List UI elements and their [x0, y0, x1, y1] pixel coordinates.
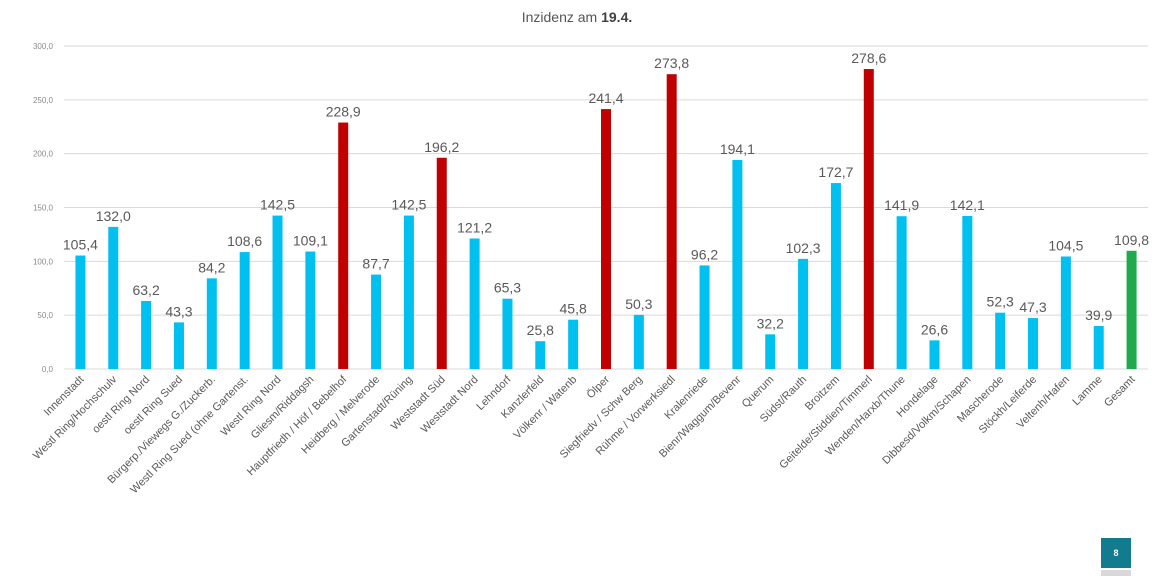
- bar: [798, 258, 809, 369]
- bar: [141, 300, 152, 369]
- x-tick-label: Völkenr / Watenb: [511, 374, 579, 442]
- bar: [929, 340, 940, 369]
- bars: [75, 69, 1137, 370]
- bar: [502, 298, 513, 369]
- bar: [403, 215, 414, 369]
- bar: [699, 265, 710, 369]
- bar: [568, 319, 579, 369]
- data-label: 47,3: [1019, 299, 1046, 315]
- bar: [732, 160, 743, 369]
- bar: [830, 183, 841, 369]
- bar: [206, 278, 217, 369]
- data-label: 109,8: [1114, 232, 1149, 248]
- bar: [371, 274, 382, 369]
- data-label: 172,7: [818, 164, 853, 180]
- x-tick-label: Weststadt Nord: [419, 374, 481, 436]
- bar: [1028, 318, 1039, 369]
- chart-title: Inzidenz am 19.4.: [0, 9, 1154, 25]
- bar: [1093, 326, 1104, 369]
- bar: [75, 255, 86, 369]
- y-tick-label: 50,0: [37, 311, 53, 320]
- data-label: 194,1: [720, 141, 755, 157]
- data-label: 104,5: [1048, 237, 1083, 253]
- x-tick-label: Ölper: [585, 373, 613, 401]
- y-tick-label: 250,0: [33, 96, 54, 105]
- data-label: 84,2: [198, 259, 225, 275]
- x-tick-label: oestl Ring Sued: [122, 374, 185, 437]
- data-label: 196,2: [424, 139, 459, 155]
- page-badge-shadow: [1101, 570, 1131, 576]
- bar: [962, 216, 973, 369]
- data-label: 25,8: [527, 322, 554, 338]
- data-label: 32,2: [757, 315, 784, 331]
- bar: [765, 334, 776, 369]
- y-axis-ticks: 0,0 50,0 100,0 150,0 200,0 250,0 300,0: [33, 42, 54, 374]
- x-tick-label: oestl Ring Nord: [90, 374, 152, 436]
- x-tick-label: Westl Ring Sued (ohne Gartenst.: [128, 374, 250, 496]
- data-label: 102,3: [786, 240, 821, 256]
- y-tick-label: 300,0: [33, 42, 54, 51]
- data-label: 108,6: [227, 233, 262, 249]
- page-number-badge: 8: [1101, 538, 1131, 568]
- data-label: 39,9: [1085, 307, 1112, 323]
- bar: [1060, 256, 1071, 369]
- bar: [239, 252, 250, 369]
- data-label: 109,1: [293, 233, 328, 249]
- x-tick-label: Westl Ring Nord: [219, 374, 284, 439]
- data-label: 278,6: [851, 50, 886, 66]
- data-label: 65,3: [494, 280, 521, 296]
- bar: [108, 226, 119, 369]
- data-label: 63,2: [132, 282, 159, 298]
- bar: [272, 215, 283, 369]
- data-label: 142,5: [260, 197, 295, 213]
- data-label: 121,2: [457, 220, 492, 236]
- data-label: 142,5: [391, 197, 426, 213]
- bar: [666, 74, 677, 369]
- data-label: 142,1: [950, 197, 985, 213]
- data-label: 26,6: [921, 321, 948, 337]
- data-label: 87,7: [362, 256, 389, 272]
- data-label: 132,0: [96, 208, 131, 224]
- bar: [469, 238, 480, 369]
- y-tick-label: 0,0: [42, 365, 54, 374]
- x-tick-label: Stöckh/Leiferde: [977, 374, 1040, 437]
- bar: [1126, 250, 1137, 369]
- chart-title-date: 19.4.: [601, 9, 633, 25]
- data-label: 141,9: [884, 197, 919, 213]
- data-label: 45,8: [560, 301, 587, 317]
- bar: [338, 122, 349, 370]
- data-label: 50,3: [625, 296, 652, 312]
- y-tick-label: 150,0: [33, 204, 54, 213]
- data-label: 96,2: [691, 246, 718, 262]
- y-tick-label: 100,0: [33, 257, 54, 266]
- data-label: 241,4: [588, 90, 623, 106]
- bar: [633, 314, 644, 369]
- data-label: 228,9: [326, 104, 361, 120]
- data-label: 273,8: [654, 55, 689, 71]
- bar: [436, 157, 447, 369]
- data-label: 105,4: [63, 237, 98, 253]
- bar: [863, 69, 874, 370]
- bar: [173, 322, 184, 369]
- chart-title-prefix: Inzidenz am: [521, 9, 598, 25]
- y-tick-label: 200,0: [33, 150, 54, 159]
- x-tick-label: Lamme: [1070, 374, 1104, 408]
- bar: [601, 109, 611, 370]
- x-tick-label: Gesamt: [1102, 374, 1138, 410]
- bar: [995, 312, 1006, 369]
- bar: [896, 216, 907, 369]
- data-label: 52,3: [987, 294, 1014, 310]
- bar: [305, 251, 316, 369]
- data-label: 43,3: [165, 303, 192, 319]
- bar: [535, 341, 546, 369]
